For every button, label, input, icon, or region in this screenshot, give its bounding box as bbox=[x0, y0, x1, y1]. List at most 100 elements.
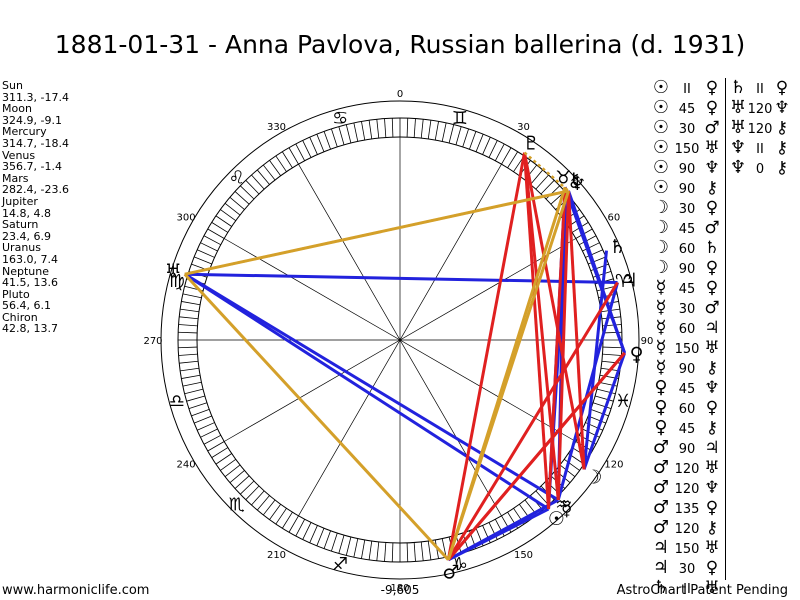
degree-tick bbox=[361, 121, 366, 141]
degree-tick bbox=[434, 121, 439, 141]
degree-tick bbox=[203, 235, 221, 246]
aspect-table-column-2: ♄ II ♀ ♅ 120 ♆ ♅ 120 ⚷ ♆ II ⚷ ♆ 0 ⚷ bbox=[729, 78, 791, 179]
aspect-planet-2: ♅ bbox=[704, 538, 720, 558]
planet-coords: 356.7, -1.4 bbox=[2, 160, 62, 174]
degree-tick bbox=[245, 180, 260, 195]
aspect-planet-1: ♀ bbox=[654, 377, 668, 398]
degree-tick bbox=[186, 395, 205, 402]
aspect-type: 90 bbox=[678, 362, 696, 377]
zodiac-sign-glyph: ♋ bbox=[332, 108, 348, 129]
degree-tick bbox=[376, 541, 380, 561]
degree-tick bbox=[197, 249, 215, 258]
aspect-row: ♂ 120 ♅ bbox=[648, 458, 724, 479]
degree-tick bbox=[180, 308, 200, 313]
aspect-line bbox=[447, 281, 619, 561]
aspect-type: 45 bbox=[678, 422, 696, 437]
aspect-row: ♆ II ⚷ bbox=[729, 138, 791, 159]
aspect-row: ☿ 150 ♅ bbox=[648, 337, 724, 359]
aspect-type: II bbox=[756, 142, 764, 157]
aspect-row: ☿ 30 ♂ bbox=[648, 298, 724, 319]
degree-tick bbox=[413, 542, 416, 562]
degree-tick bbox=[331, 532, 338, 552]
degree-label: 240 bbox=[177, 460, 196, 471]
aspect-row: ☉ 45 ♀ bbox=[648, 98, 724, 119]
degree-tick bbox=[251, 490, 265, 506]
degree-tick bbox=[455, 126, 462, 145]
degree-tick bbox=[475, 134, 484, 152]
aspect-planet-2: ♆ bbox=[774, 98, 790, 118]
aspect-planet-2: ♀ bbox=[705, 198, 719, 218]
aspect-planet-1: ☉ bbox=[652, 137, 670, 158]
aspect-planet-2: ⚷ bbox=[705, 418, 719, 438]
degree-tick bbox=[184, 388, 204, 395]
degree-tick bbox=[368, 540, 373, 560]
planet-glyph: ♂ bbox=[442, 561, 459, 583]
aspect-planet-1: ☽ bbox=[652, 217, 670, 238]
aspect-type: 90 bbox=[678, 262, 696, 277]
aspect-type: 120 bbox=[674, 522, 700, 537]
degree-tick bbox=[420, 541, 424, 561]
aspect-planet-1: ☿ bbox=[655, 317, 667, 338]
degree-tick bbox=[269, 160, 282, 177]
degree-tick bbox=[406, 542, 409, 562]
aspect-planet-2: ♅ bbox=[704, 338, 720, 358]
aspect-type: 30 bbox=[678, 562, 696, 577]
planet-position-list: Sun 311.3, -17.4 Moon 324.9, -9.1 Mercury 314… bbox=[2, 80, 69, 335]
degree-tick bbox=[288, 515, 299, 533]
degree-tick bbox=[191, 409, 210, 417]
aspect-planet-2: ♀ bbox=[705, 278, 719, 298]
degree-tick bbox=[368, 120, 373, 140]
planet-name: Venus bbox=[2, 148, 36, 162]
planet-name: Uranus bbox=[2, 241, 41, 255]
degree-tick bbox=[229, 196, 245, 210]
degree-tick bbox=[302, 140, 312, 158]
aspect-table-divider bbox=[725, 78, 726, 580]
aspect-planet-1: ☽ bbox=[652, 237, 670, 258]
aspect-row: ♂ 120 ⚷ bbox=[648, 518, 724, 539]
patent-footer: AstroChart Patent Pending bbox=[616, 583, 788, 598]
degree-tick bbox=[448, 124, 455, 144]
degree-tick bbox=[220, 458, 237, 471]
zodiac-sign-glyph: ♓ bbox=[615, 391, 631, 412]
degree-tick bbox=[590, 409, 609, 417]
aspect-type: II bbox=[756, 82, 764, 97]
aspect-row: ♂ 90 ♃ bbox=[648, 438, 724, 459]
aspect-line bbox=[547, 187, 567, 510]
aspect-type: 45 bbox=[678, 282, 696, 297]
aspect-row: ♂ 135 ♀ bbox=[648, 498, 724, 519]
aspect-planet-2: ♀ bbox=[705, 258, 719, 278]
planet-coords: 282.4, -23.6 bbox=[2, 183, 69, 197]
aspect-planet-1: ♀ bbox=[654, 417, 668, 438]
degree-tick bbox=[200, 242, 218, 252]
aspect-planet-1: ♀ bbox=[654, 397, 668, 418]
zodiac-sign-glyph: ♊ bbox=[452, 108, 468, 129]
aspect-row: ♀ 45 ⚷ bbox=[648, 417, 724, 439]
chart-title: 1881-01-31 - Anna Pavlova, Russian balle… bbox=[54, 30, 746, 59]
aspect-type: 90 bbox=[678, 162, 696, 177]
degree-tick bbox=[441, 122, 447, 142]
degree-tick bbox=[592, 402, 612, 409]
degree-label: 300 bbox=[177, 213, 196, 224]
aspect-planet-1: ♄ bbox=[652, 577, 670, 598]
aspect-line bbox=[582, 352, 627, 470]
degree-label: 60 bbox=[608, 213, 621, 224]
degree-label: 180 bbox=[390, 583, 409, 594]
aspect-type: 30 bbox=[678, 202, 696, 217]
aspect-row: ☉ II ♀ bbox=[648, 78, 724, 99]
degree-tick bbox=[215, 215, 232, 227]
degree-tick bbox=[535, 490, 549, 506]
degree-tick bbox=[180, 367, 200, 372]
degree-tick bbox=[345, 124, 352, 144]
degree-label: 0 bbox=[397, 89, 403, 100]
degree-label: 90 bbox=[641, 336, 654, 347]
degree-tick bbox=[178, 346, 198, 349]
degree-tick bbox=[563, 458, 580, 471]
aspect-planet-1: ☿ bbox=[655, 337, 667, 358]
aspect-planet-2: ⚷ bbox=[775, 138, 789, 158]
aspect-type: 90 bbox=[678, 442, 696, 457]
aspect-line bbox=[556, 190, 571, 500]
aspect-type: 150 bbox=[674, 542, 700, 557]
aspect-planet-1: ♅ bbox=[729, 97, 747, 118]
